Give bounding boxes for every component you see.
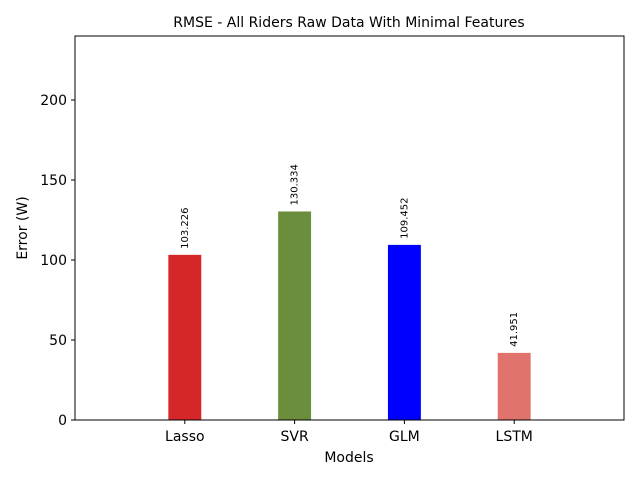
chart-title: RMSE - All Riders Raw Data With Minimal … bbox=[173, 15, 524, 31]
value-labels-group: 103.226 130.334 109.452 41.951 bbox=[180, 164, 520, 347]
bars-group bbox=[168, 211, 531, 420]
value-label-lstm: 41.951 bbox=[509, 312, 520, 347]
bar-glm bbox=[387, 244, 421, 420]
x-tick-label-glm: GLM bbox=[389, 429, 420, 445]
x-axis: Lasso SVR GLM LSTM bbox=[165, 420, 533, 445]
x-tick-label-lasso: Lasso bbox=[165, 429, 205, 445]
y-axis: 0 50 100 150 200 bbox=[40, 93, 75, 429]
bar-svr bbox=[278, 211, 312, 420]
y-axis-label: Error (W) bbox=[15, 196, 31, 259]
value-label-lasso: 103.226 bbox=[180, 207, 191, 248]
y-tick-label-150: 150 bbox=[40, 173, 67, 189]
value-label-svr: 130.334 bbox=[290, 164, 301, 205]
value-label-glm: 109.452 bbox=[399, 198, 410, 239]
x-tick-label-svr: SVR bbox=[280, 429, 308, 445]
y-tick-label-200: 200 bbox=[40, 93, 67, 109]
y-tick-label-50: 50 bbox=[49, 333, 67, 349]
x-tick-label-lstm: LSTM bbox=[496, 429, 533, 445]
x-axis-label: Models bbox=[324, 450, 373, 466]
y-tick-label-0: 0 bbox=[58, 413, 67, 429]
y-tick-label-100: 100 bbox=[40, 253, 67, 269]
plot-frame bbox=[74, 35, 625, 421]
bar-lstm bbox=[497, 352, 531, 420]
bar-lasso bbox=[168, 254, 202, 420]
